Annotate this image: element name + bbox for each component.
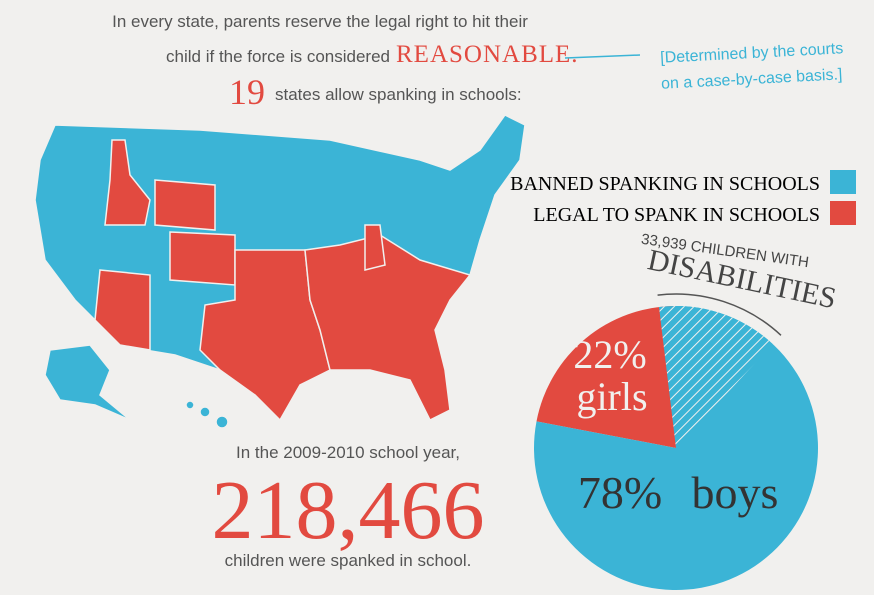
footer-line: children were spanked in school. bbox=[225, 551, 472, 570]
intro-emphasis: REASONABLE. bbox=[396, 41, 579, 68]
pie-name: boys bbox=[692, 467, 779, 518]
state-count: 19 bbox=[229, 72, 265, 112]
states-text: states allow spanking in schools: bbox=[275, 85, 522, 104]
bracket bbox=[657, 293, 782, 336]
legal-region bbox=[364, 224, 386, 271]
pie bbox=[534, 293, 818, 590]
annotation: on a case-by-case basis.] bbox=[661, 66, 843, 92]
pie-value-label: 22% bbox=[573, 332, 646, 377]
footer-line: In the 2009-2010 school year, bbox=[236, 443, 460, 462]
pie-slice bbox=[536, 306, 676, 448]
hawaii bbox=[199, 406, 211, 418]
annotation: [Determined by the courts bbox=[660, 40, 844, 67]
legend-label: LEGAL TO SPANK IN SCHOOLS bbox=[533, 204, 820, 226]
footer-number: 218,466 bbox=[212, 464, 485, 557]
legend-label: BANNED SPANKING IN SCHOOLS bbox=[510, 173, 820, 195]
pie-name: girls bbox=[576, 374, 647, 419]
legal-region bbox=[169, 231, 236, 286]
alaska bbox=[44, 344, 131, 421]
legal-region bbox=[304, 234, 472, 422]
pie-value-label: 78% bbox=[578, 467, 662, 518]
legal-region bbox=[104, 139, 151, 226]
intro-line: child if the force is considered bbox=[166, 47, 390, 66]
intro-line: In every state, parents reserve the lega… bbox=[112, 12, 528, 31]
hawaii bbox=[185, 400, 195, 410]
legal-region bbox=[154, 179, 216, 231]
legend-swatch bbox=[830, 170, 856, 194]
hawaii bbox=[215, 415, 229, 429]
us-map bbox=[34, 114, 526, 429]
disabilities-wedge bbox=[659, 305, 773, 448]
arrow bbox=[564, 54, 641, 59]
legal-region bbox=[94, 269, 151, 351]
legend-swatch bbox=[830, 201, 856, 225]
